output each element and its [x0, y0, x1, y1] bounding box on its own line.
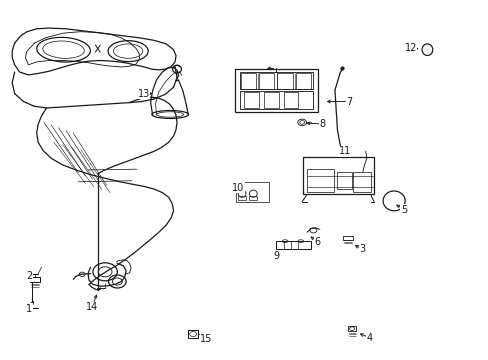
Bar [343, 236, 352, 240]
Text: 5: 5 [400, 204, 406, 215]
Text: 10: 10 [231, 183, 244, 193]
Bar [239, 91, 312, 109]
Text: 12: 12 [404, 42, 416, 53]
Bar [347, 326, 356, 331]
Bar [277, 73, 292, 89]
Bar [30, 277, 40, 282]
Bar [264, 92, 278, 108]
Text: 7: 7 [346, 96, 351, 107]
Bar [306, 169, 333, 192]
Bar [235, 182, 268, 202]
Text: 13: 13 [137, 89, 150, 99]
Text: 8: 8 [319, 119, 325, 129]
Text: 1: 1 [26, 304, 32, 314]
Text: 15: 15 [200, 334, 212, 344]
Text: 9: 9 [273, 251, 279, 261]
Bar [295, 73, 311, 89]
Text: 2: 2 [26, 271, 32, 282]
Bar [240, 73, 256, 89]
Bar [234, 69, 317, 112]
Bar [303, 157, 373, 194]
Bar [283, 92, 298, 108]
Bar [352, 172, 370, 192]
Text: 6: 6 [314, 237, 320, 247]
Bar [238, 196, 245, 200]
Text: 4: 4 [366, 333, 372, 343]
Bar [244, 92, 259, 108]
Bar [276, 241, 311, 249]
Bar [258, 73, 274, 89]
Text: 14: 14 [85, 302, 98, 312]
Bar [337, 172, 351, 189]
Bar [249, 196, 257, 200]
Bar [188, 330, 198, 338]
Bar [239, 72, 312, 89]
Text: 3: 3 [359, 244, 365, 254]
Text: 11: 11 [338, 146, 350, 156]
